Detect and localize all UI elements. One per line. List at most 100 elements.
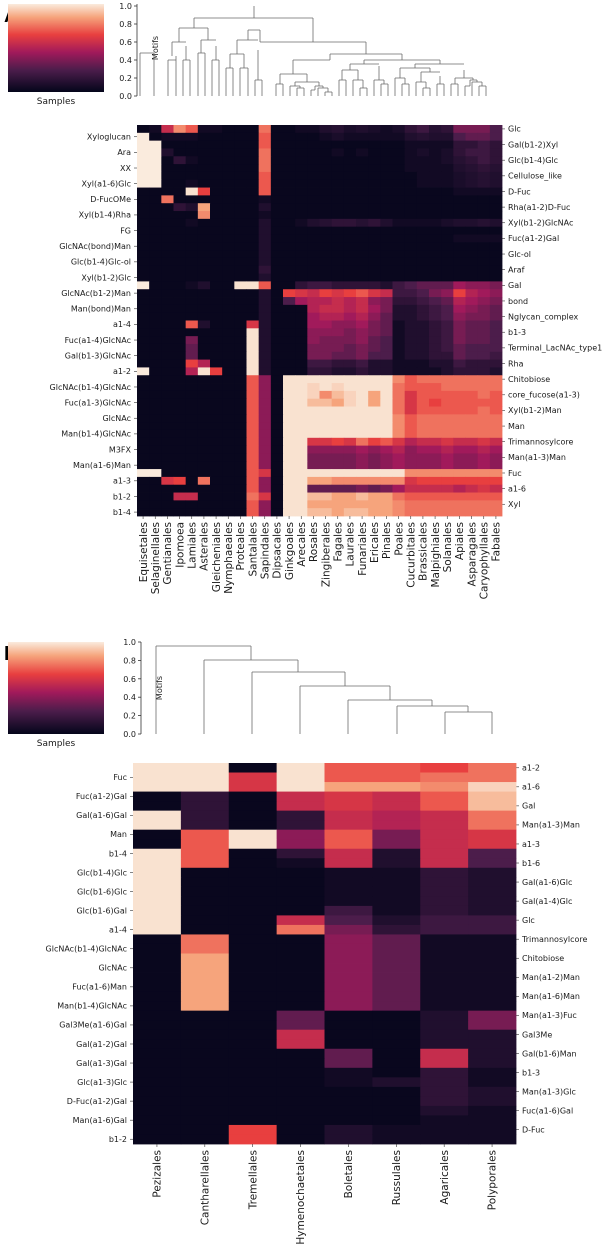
heatmap-cell (331, 226, 345, 235)
heatmap-cell (429, 226, 442, 235)
heatmap-cell (477, 328, 491, 337)
heatmap-cell (429, 469, 442, 478)
heatmap-cell (246, 461, 260, 470)
heatmap-cell (295, 304, 308, 314)
dendro-branch (230, 40, 249, 96)
heatmap-cell (222, 453, 235, 462)
heatmap-cell (380, 328, 393, 337)
heatmap-cell (331, 422, 345, 431)
heatmap-cell (185, 461, 199, 470)
heatmap-cell (465, 367, 479, 376)
heatmap-cell (133, 858, 182, 869)
column-label: Tremellales (247, 1150, 259, 1210)
heatmap-cell (477, 125, 491, 134)
heatmap-cell (343, 500, 357, 509)
heatmap-cell (380, 289, 393, 298)
heatmap-cell (343, 187, 357, 196)
heatmap-cell (173, 469, 187, 478)
heatmap-cell (270, 484, 284, 493)
heatmap-cell (465, 492, 479, 501)
heatmap-cell (319, 492, 333, 501)
heatmap-cell (468, 848, 517, 859)
heatmap-cell (368, 125, 381, 134)
heatmap-cell (270, 297, 284, 306)
heatmap-cell (372, 924, 421, 935)
heatmap-cell (429, 179, 442, 188)
heatmap-cell (429, 390, 442, 400)
heatmap-cell (380, 351, 393, 360)
row-label: a1-2 (113, 367, 131, 376)
heatmap-cell (234, 242, 247, 251)
heatmap-cell (161, 179, 174, 188)
row-label: Xyl(b1-2)Glc (81, 273, 131, 282)
heatmap-cell (368, 164, 381, 173)
heatmap-cell (356, 171, 369, 181)
heatmap-cell (307, 367, 320, 376)
heatmap-cell (331, 148, 345, 157)
heatmap-cell (210, 164, 223, 173)
heatmap-cell (429, 351, 442, 360)
heatmap-cell (173, 461, 187, 470)
heatmap-cell (429, 492, 442, 501)
column-label: Polyporales (487, 1150, 499, 1210)
heatmap-cell (441, 500, 454, 509)
heatmap-cell (319, 171, 333, 181)
heatmap-cell (380, 132, 393, 142)
heatmap-cell (429, 211, 442, 220)
heatmap-cell (210, 429, 223, 439)
heatmap-cell (356, 132, 369, 142)
heatmap-cell (246, 375, 260, 384)
heatmap-cell (416, 429, 430, 439)
heatmap-cell (270, 320, 284, 329)
heatmap-cell (180, 1058, 230, 1069)
column-label: Solanales (442, 522, 454, 572)
heatmap-cell (246, 273, 260, 282)
heatmap-cell (468, 1115, 517, 1126)
row-label: Gal(a1-6)Gal (76, 811, 127, 820)
heatmap-cell (258, 336, 272, 345)
heatmap-cell (234, 273, 247, 282)
heatmap-cell (489, 281, 503, 290)
heatmap-cell (295, 140, 308, 149)
heatmap-cell (307, 445, 320, 454)
heatmap-cell (429, 125, 442, 134)
heatmap-cell (149, 273, 162, 282)
heatmap-cell (307, 383, 320, 392)
heatmap-cell (246, 437, 260, 447)
heatmap-cell (404, 171, 418, 181)
panel-b-axis-tick-label: 0.4 (123, 693, 136, 702)
heatmap-cell (416, 500, 430, 509)
heatmap-cell (161, 297, 174, 306)
heatmap-cell (343, 211, 357, 220)
dendro-branch (394, 68, 410, 96)
heatmap-cell (441, 508, 454, 517)
heatmap-cell (404, 453, 418, 462)
heatmap-cell (319, 304, 333, 314)
heatmap-cell (270, 383, 284, 392)
heatmap-cell (343, 164, 357, 173)
heatmap-cell (197, 383, 211, 392)
heatmap-cell (180, 1020, 230, 1031)
heatmap-cell (392, 203, 406, 212)
heatmap-cell (276, 886, 325, 897)
heatmap-cell (173, 234, 187, 243)
heatmap-cell (210, 203, 223, 212)
heatmap-cell (185, 273, 199, 282)
heatmap-cell (180, 982, 230, 993)
heatmap-cell (222, 250, 235, 259)
heatmap-cell (228, 934, 278, 945)
heatmap-cell (228, 1001, 278, 1012)
heatmap-cell (133, 1067, 182, 1078)
heatmap-cell (234, 437, 247, 447)
heatmap-cell (161, 304, 174, 314)
heatmap-cell (222, 422, 235, 431)
heatmap-cell (465, 414, 479, 423)
heatmap-cell (404, 508, 418, 517)
heatmap-cell (380, 140, 393, 149)
heatmap-cell (149, 148, 162, 157)
heatmap-cell (185, 398, 199, 407)
heatmap-cell (258, 351, 272, 360)
heatmap-cell (307, 351, 320, 360)
heatmap-cell (222, 429, 235, 439)
heatmap-cell (319, 375, 333, 384)
